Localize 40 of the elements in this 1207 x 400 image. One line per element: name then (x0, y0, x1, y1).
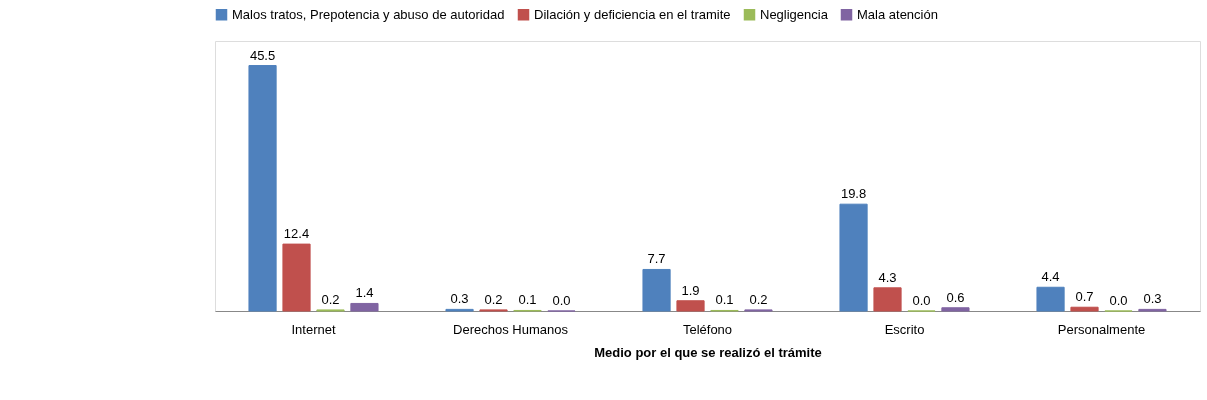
bar (282, 243, 311, 312)
data-label: 0.3 (1143, 291, 1162, 307)
data-label: 0.2 (749, 291, 768, 307)
legend-label: Dilación y deficiencia en el tramite (534, 6, 731, 22)
bar (676, 300, 705, 312)
x-axis-title: Medio por el que se realizó el trámite (594, 344, 822, 360)
data-label: 0.0 (912, 293, 931, 308)
legend-label: Malos tratos, Prepotencia y abuso de autoridad (232, 6, 505, 22)
x-tick-label: Personalmente (1057, 321, 1146, 337)
bar (350, 302, 379, 312)
data-label: 1.4 (355, 285, 374, 301)
data-label: 0.0 (1109, 293, 1128, 308)
data-label: 0.7 (1075, 289, 1094, 305)
bar (839, 203, 868, 312)
legend-label: Negligencia (760, 6, 829, 22)
data-label: 0.3 (450, 291, 469, 307)
legend-label: Mala atención (857, 6, 938, 22)
data-label: 0.6 (946, 289, 965, 305)
x-tick-label: Teléfono (682, 321, 733, 337)
x-tick-label: Derechos Humanos (453, 321, 569, 337)
data-label: 0.2 (484, 291, 503, 307)
bar (1070, 306, 1099, 312)
data-label: 7.7 (647, 251, 666, 267)
x-tick-label: Escrito (884, 321, 925, 337)
bar (941, 307, 970, 312)
bar (1036, 286, 1065, 312)
bar (642, 268, 671, 312)
data-label: 4.3 (878, 269, 897, 285)
data-label: 45.5 (249, 47, 276, 63)
data-label: 1.9 (681, 282, 700, 298)
bar (248, 65, 277, 312)
bar (873, 287, 902, 312)
data-label: 0.0 (552, 293, 571, 308)
data-label: 4.4 (1041, 269, 1060, 285)
data-label: 0.2 (321, 291, 340, 307)
data-label: 0.1 (715, 292, 734, 308)
data-label: 19.8 (840, 186, 867, 202)
data-label: 12.4 (283, 226, 310, 242)
x-tick-label: Internet (291, 321, 336, 337)
data-label: 0.1 (518, 292, 537, 308)
